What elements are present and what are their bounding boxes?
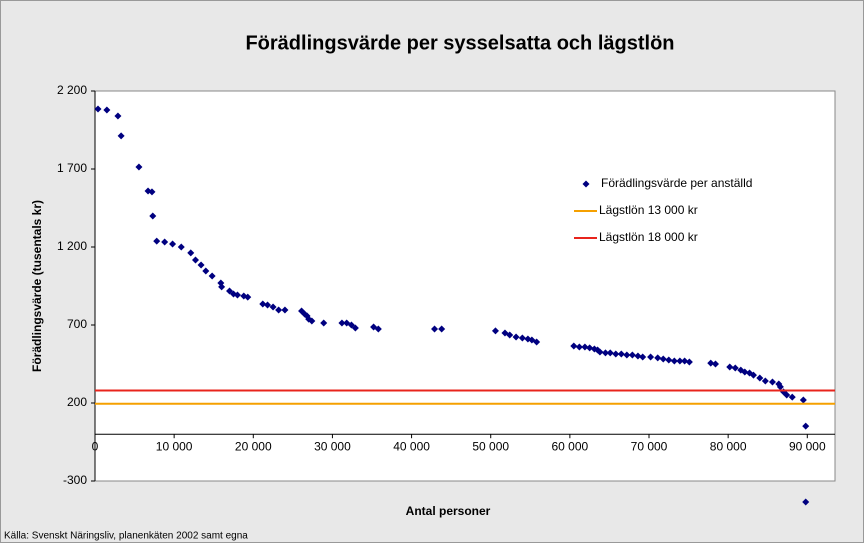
y-tick-label: 700: [67, 317, 87, 331]
data-point: [233, 291, 241, 299]
data-point: [269, 303, 277, 311]
data-point: [202, 267, 210, 275]
data-point: [707, 359, 715, 367]
data-point: [711, 360, 719, 368]
data-point: [802, 498, 810, 506]
data-point: [639, 353, 647, 361]
data-point: [192, 256, 200, 264]
data-point: [169, 240, 177, 248]
data-point: [374, 325, 382, 333]
y-tick-label: 1 700: [57, 161, 87, 175]
data-point: [617, 350, 625, 358]
data-point: [799, 396, 807, 404]
data-point: [670, 357, 678, 365]
data-point: [148, 188, 156, 196]
data-point: [512, 333, 520, 341]
data-point: [187, 249, 195, 257]
source-note: Källa: Svenskt Näringsliv, planenkäten 2…: [4, 531, 248, 542]
data-point: [623, 351, 631, 359]
data-point: [659, 355, 667, 363]
data-point: [149, 212, 157, 220]
data-point: [438, 325, 446, 333]
data-point: [586, 344, 594, 352]
plot-area: [94, 90, 836, 482]
data-point: [628, 351, 636, 359]
x-axis-label: Antal personer: [406, 504, 491, 518]
y-tick-label: -300: [63, 473, 87, 487]
y-tick-label: 1 200: [57, 239, 87, 253]
data-point: [676, 357, 684, 365]
legend-label: Lägstlön 18 000 kr: [599, 230, 698, 244]
x-tick-label: 20 000: [235, 439, 272, 453]
data-point: [161, 238, 169, 246]
data-point: [783, 391, 791, 399]
x-tick-label: 10 000: [156, 439, 193, 453]
data-point: [491, 327, 499, 335]
data-point: [596, 348, 604, 356]
data-point: [761, 377, 769, 385]
x-tick-label: 60 000: [552, 439, 589, 453]
data-point: [94, 105, 102, 113]
y-tick-label: 2 200: [57, 83, 87, 97]
data-point: [533, 338, 541, 346]
data-point: [351, 324, 359, 332]
legend-label: Förädlingsvärde per anställd: [601, 176, 752, 190]
data-point: [575, 343, 583, 351]
x-tick-label: 50 000: [472, 439, 509, 453]
data-point: [788, 393, 796, 401]
legend-label: Lägstlön 13 000 kr: [599, 203, 698, 217]
data-point: [685, 358, 693, 366]
data-point: [741, 368, 749, 376]
data-point: [756, 374, 764, 382]
y-tick-label: 200: [67, 395, 87, 409]
data-point: [570, 342, 578, 350]
x-tick-label: 0: [92, 439, 99, 453]
chart-title: Förädlingsvärde per sysselsatta och lägs…: [245, 32, 674, 54]
x-tick-label: 40 000: [393, 439, 430, 453]
data-point: [612, 350, 620, 358]
data-point: [208, 272, 216, 280]
data-point: [338, 319, 346, 327]
data-point: [768, 378, 776, 386]
data-point: [647, 353, 655, 361]
data-point: [601, 349, 609, 357]
x-tick-label: 70 000: [631, 439, 668, 453]
data-point: [518, 334, 526, 342]
x-tick-label: 90 000: [789, 439, 826, 453]
data-point: [308, 317, 316, 325]
data-point: [606, 349, 614, 357]
data-point: [776, 383, 784, 391]
data-point: [506, 331, 514, 339]
y-axis-label: Förädlingsvärde (tusentals kr): [30, 200, 44, 372]
data-point: [114, 112, 122, 120]
data-point: [802, 422, 810, 430]
data-point: [634, 352, 642, 360]
legend-marker: [582, 180, 590, 188]
x-tick-label: 30 000: [314, 439, 351, 453]
data-point: [264, 301, 272, 309]
data-point: [281, 306, 289, 314]
data-point: [103, 106, 111, 114]
data-point: [259, 300, 267, 308]
x-tick-label: 80 000: [710, 439, 747, 453]
data-point: [153, 237, 161, 245]
data-point: [681, 357, 689, 365]
data-point: [320, 319, 328, 327]
data-point: [731, 364, 739, 372]
data-point: [431, 325, 439, 333]
data-point: [749, 371, 757, 379]
data-point: [177, 243, 185, 251]
data-point: [581, 343, 589, 351]
data-point: [665, 356, 673, 364]
data-point: [117, 132, 125, 140]
data-point: [654, 354, 662, 362]
data-point: [244, 293, 252, 301]
data-point: [275, 306, 283, 314]
data-point: [135, 163, 143, 171]
data-point: [197, 261, 205, 269]
data-point: [726, 363, 734, 371]
data-point: [218, 283, 226, 291]
